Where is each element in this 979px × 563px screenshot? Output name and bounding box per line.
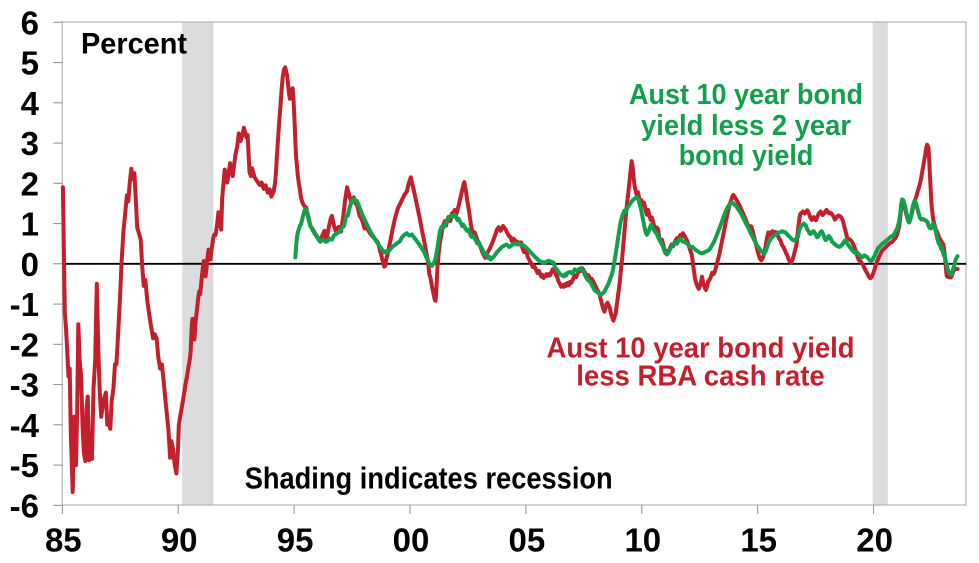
svg-text:-2: -2 [10,326,39,363]
svg-text:90: 90 [161,522,198,559]
svg-text:2: 2 [21,165,39,202]
svg-text:Shading indicates recession: Shading indicates recession [245,461,613,496]
svg-text:6: 6 [21,4,39,41]
svg-text:-1: -1 [10,286,39,323]
svg-text:-5: -5 [10,447,39,484]
svg-text:10: 10 [624,522,661,559]
svg-text:5: 5 [21,45,39,82]
svg-text:15: 15 [740,522,777,559]
svg-text:85: 85 [45,522,82,559]
svg-text:4: 4 [21,85,40,122]
svg-text:00: 00 [393,522,430,559]
svg-text:95: 95 [277,522,314,559]
svg-text:0: 0 [21,246,39,283]
svg-text:-4: -4 [10,407,40,444]
svg-text:-6: -6 [10,487,39,524]
svg-text:Percent: Percent [81,28,187,61]
svg-text:1: 1 [21,206,39,243]
svg-text:-3: -3 [10,367,39,404]
svg-text:3: 3 [21,125,39,162]
svg-text:20: 20 [856,522,893,559]
svg-text:05: 05 [509,522,546,559]
